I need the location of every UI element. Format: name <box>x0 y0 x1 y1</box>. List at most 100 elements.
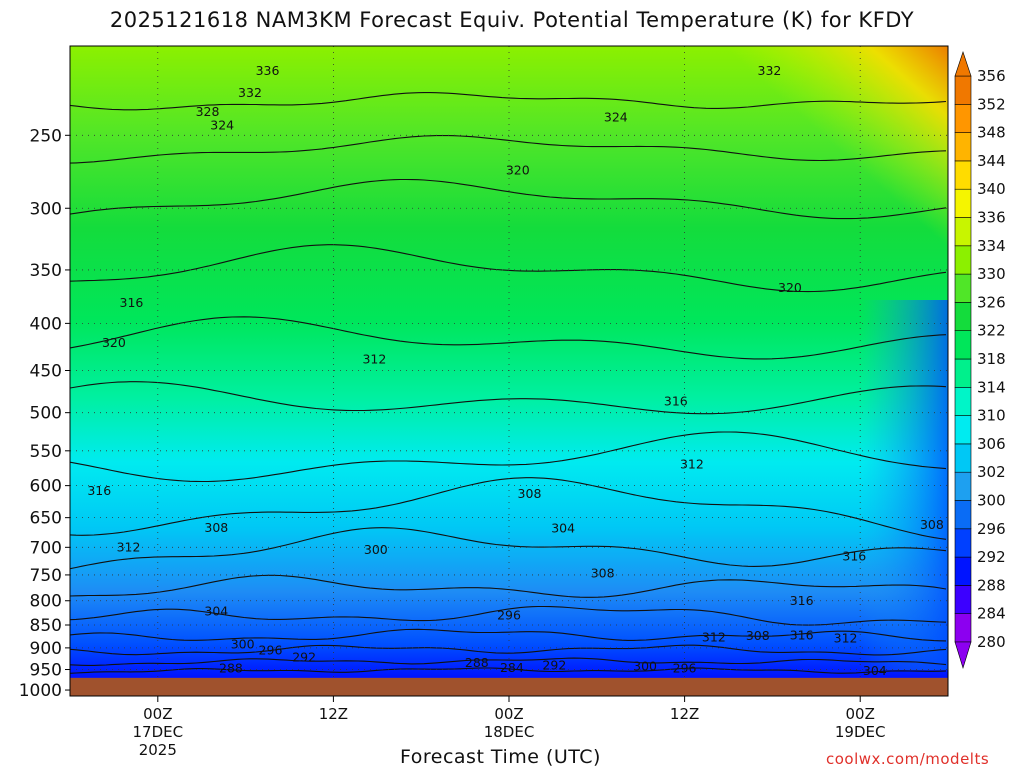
contour-label: 308 <box>204 520 228 535</box>
x-tick-sublabel: 17DEC <box>133 723 184 741</box>
colorbar-swatch <box>954 273 972 303</box>
contour-label-text: 316 <box>664 393 688 408</box>
y-tick-label: 650 <box>30 509 62 529</box>
contour-label: 300 <box>364 542 388 557</box>
contour-label: 284 <box>500 660 524 675</box>
contour-label-text: 296 <box>259 643 283 658</box>
contour-label-text: 332 <box>238 85 262 100</box>
colorbar-label: 322 <box>977 322 1006 340</box>
contour-label: 316 <box>790 593 814 608</box>
colorbar-swatch <box>954 302 972 331</box>
contour-label: 292 <box>542 657 566 672</box>
colorbar-label: 334 <box>977 237 1006 255</box>
contour-label-text: 312 <box>680 456 704 471</box>
colorbar-swatch <box>954 217 972 247</box>
contour-label-text: 308 <box>518 486 542 501</box>
colorbar-top-arrow <box>954 51 972 77</box>
contour-label-text: 316 <box>790 593 814 608</box>
colorbar-swatch <box>954 443 972 473</box>
colorbar-swatch <box>954 500 972 530</box>
contour-label-text: 288 <box>219 661 243 676</box>
colorbar-label: 288 <box>977 576 1006 594</box>
contour-label-text: 288 <box>465 655 489 670</box>
contour-label-text: 308 <box>920 517 944 532</box>
y-tick-label: 750 <box>30 566 62 586</box>
x-tick-label: 00Z <box>494 705 523 723</box>
colorbar-label: 302 <box>977 463 1006 481</box>
colorbar-label: 306 <box>977 435 1006 453</box>
contour-label-text: 308 <box>746 628 770 643</box>
contour-label: 312 <box>117 539 141 554</box>
y-tick-label: 350 <box>30 261 62 281</box>
y-tick-label: 250 <box>30 126 62 146</box>
contour-line <box>70 316 947 360</box>
y-tick-label: 700 <box>30 538 62 558</box>
cold-intrusion-shading <box>860 300 948 670</box>
contour-label-text: 296 <box>497 607 521 622</box>
contour-label: 300 <box>633 659 657 674</box>
colorbar-swatch <box>954 471 972 501</box>
contour-label: 308 <box>591 565 615 580</box>
contour-label: 304 <box>204 604 228 619</box>
x-tick-label: 00Z <box>846 705 875 723</box>
contour-label: 296 <box>259 643 283 658</box>
colorbar-bottom-arrow <box>954 641 972 670</box>
contour-label-text: 312 <box>362 352 386 367</box>
contour-line <box>70 644 947 656</box>
contour-label: 300 <box>231 636 255 651</box>
contour-label-text: 316 <box>790 628 814 643</box>
colorbar-swatch <box>954 104 972 133</box>
colorbar-label: 280 <box>977 633 1006 651</box>
contour-line <box>70 574 947 598</box>
contour-label: 324 <box>604 109 628 124</box>
contour-label-text: 320 <box>506 163 530 178</box>
contour-label-text: 312 <box>117 539 141 554</box>
y-tick-label: 450 <box>30 362 62 382</box>
contour-label-text: 312 <box>834 630 858 645</box>
contour-label-text: 320 <box>102 335 126 350</box>
contour-label: 304 <box>863 663 887 678</box>
contour-label-text: 308 <box>204 520 228 535</box>
contour-label-text: 304 <box>551 521 575 536</box>
contour-label: 288 <box>219 661 243 676</box>
contour-label: 332 <box>238 85 262 100</box>
source-credit: coolwx.com/modelts <box>826 750 990 768</box>
contour-label: 316 <box>790 628 814 643</box>
colorbar-label: 318 <box>977 350 1006 368</box>
contour-label-text: 308 <box>591 565 615 580</box>
x-tick-label: 12Z <box>670 705 699 723</box>
y-tick-label: 900 <box>30 639 62 659</box>
colorbar-label: 330 <box>977 265 1006 283</box>
y-tick-label: 500 <box>30 404 62 424</box>
contour-label-text: 316 <box>87 483 111 498</box>
colorbar-swatch <box>954 556 972 586</box>
contour-label: 316 <box>87 483 111 498</box>
colorbar-label: 340 <box>977 180 1006 198</box>
y-tick-label: 550 <box>30 442 62 462</box>
y-axis: 250 300 350 400 450 500 550 600 650 700 750 800 850 9… <box>19 126 70 701</box>
colorbar-label: 348 <box>977 124 1006 142</box>
y-tick-label: 850 <box>30 616 62 636</box>
x-tick-sublabel: 19DEC <box>835 723 886 741</box>
colorbar-swatch <box>954 613 972 643</box>
contour-label: 336 <box>256 63 280 78</box>
contour-line <box>70 92 947 111</box>
contour-label: 320 <box>778 280 802 295</box>
colorbar-swatch <box>954 188 972 218</box>
x-axis-title: Forecast Time (UTC) <box>400 746 601 768</box>
y-tick-label: 1000 <box>19 681 62 701</box>
contour-label: 296 <box>673 661 697 676</box>
contour-label-text: 304 <box>204 604 228 619</box>
contour-label-text: 292 <box>542 657 566 672</box>
contour-label-text: 324 <box>210 118 234 133</box>
contour-label: 288 <box>465 655 489 670</box>
contour-labels: 336 3323323283243243203203163203123163123… <box>87 63 944 678</box>
contour-label: 324 <box>210 118 234 133</box>
contour-line <box>70 431 947 483</box>
contour-label: 320 <box>102 335 126 350</box>
contour-label-text: 316 <box>842 548 866 563</box>
contour-label-text: 336 <box>256 63 280 78</box>
y-tick-label: 800 <box>30 592 62 612</box>
contour-label: 328 <box>196 104 220 119</box>
